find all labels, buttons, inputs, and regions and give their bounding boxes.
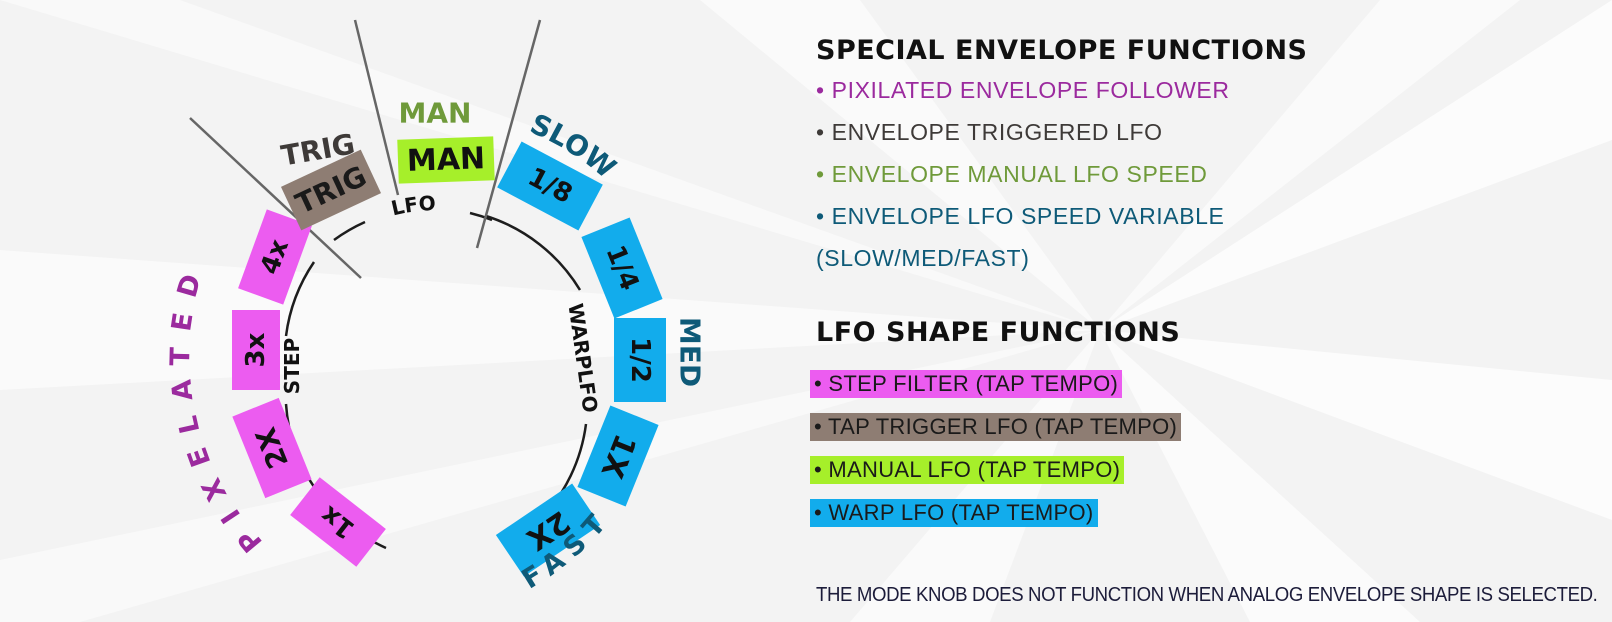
special-item-triggered-lfo: • ENVELOPE TRIGGERED LFO [816,119,1163,145]
segment-pixel-4x: 4x [238,209,312,305]
lfo-shape-heading: LFO SHAPE FUNCTIONS [816,317,1181,348]
lfo-shape-item-warp-lfo: • WARP LFO (TAP TEMPO) [810,499,1098,527]
segment-warp-1-2-label: 1/2 [625,337,655,383]
lfo-shape-item-step-filter: • STEP FILTER (TAP TEMPO) [810,370,1123,398]
special-functions-heading: SPECIAL ENVELOPE FUNCTIONS [816,35,1308,66]
group-label-pixelated: PIXELATED [165,257,269,558]
segment-man: MAN [397,136,495,184]
special-item-manual-lfo-speed: • ENVELOPE MANUAL LFO SPEED [816,161,1208,187]
group-label-med: MED [674,317,707,387]
lfo-shape-item-tap-trigger: • TAP TRIGGER LFO (TAP TEMPO) [810,413,1182,441]
segment-warp-1-8: 1/8 [497,141,603,231]
special-item-lfo-speed-variable: • ENVELOPE LFO SPEED VARIABLE [816,203,1225,229]
segment-warp-1x: 1X [577,405,659,507]
group-label-man: MAN [399,97,472,130]
mode-dial-diagram: 4x 3x 2X 1x TRIG MAN 1/8 1/4 1/2 1X 2X [165,19,707,595]
segment-warp-1-4: 1/4 [581,217,663,319]
special-item-pixilated: • PIXILATED ENVELOPE FOLLOWER [816,77,1230,103]
mode-knob-note: THE MODE KNOB DOES NOT FUNCTION WHEN ANA… [816,584,1598,606]
ring-label-warplfo: WARPLFO [563,302,602,414]
ring-label-lfo: LFO [389,191,436,221]
special-item-speed-options: (SLOW/MED/FAST) [816,245,1030,271]
lfo-shape-item-manual-lfo: • MANUAL LFO (TAP TEMPO) [810,456,1125,484]
segment-pixel-3x-label: 3x [241,332,271,367]
segment-pixel-2x: 2X [232,397,312,499]
segment-warp-1-2: 1/2 [614,318,666,402]
segment-man-label: MAN [406,141,485,179]
divider-lines [189,19,542,279]
ring-label-step: STEP [280,338,304,394]
segment-pixel-1x: 1x [290,477,386,567]
segment-pixel-3x: 3x [232,310,280,390]
